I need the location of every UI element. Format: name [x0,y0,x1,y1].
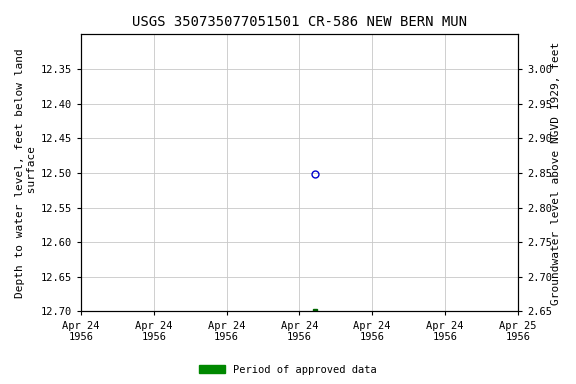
Legend: Period of approved data: Period of approved data [195,361,381,379]
Y-axis label: Depth to water level, feet below land
 surface: Depth to water level, feet below land su… [15,48,37,298]
Title: USGS 350735077051501 CR-586 NEW BERN MUN: USGS 350735077051501 CR-586 NEW BERN MUN [132,15,467,29]
Y-axis label: Groundwater level above NGVD 1929, feet: Groundwater level above NGVD 1929, feet [551,41,561,305]
